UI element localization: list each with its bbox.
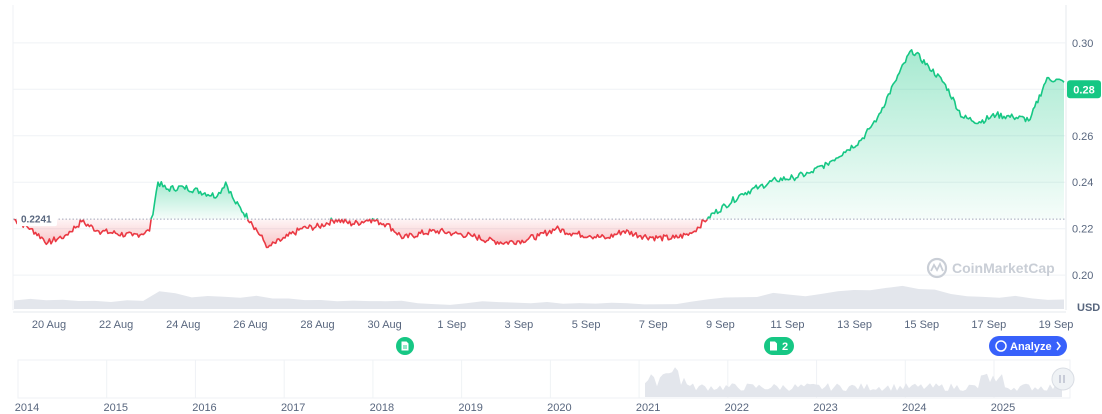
navigator-year: 2025: [991, 402, 1015, 414]
navigator-year: 2022: [725, 402, 749, 414]
analyze-icon: [995, 340, 1007, 352]
news-marker-bg[interactable]: [764, 337, 794, 355]
x-tick-label: 28 Aug: [300, 319, 334, 331]
analyze-button[interactable]: Analyze: [989, 336, 1067, 356]
coinmarketcap-logo-icon: [926, 257, 948, 279]
price-line-up: [371, 217, 374, 220]
navigator-year: 2015: [103, 402, 127, 414]
x-tick-label: 26 Aug: [233, 319, 267, 331]
x-tick-label: 9 Sep: [706, 319, 735, 331]
baseline-label-bg: [17, 212, 57, 227]
price-lines: [13, 49, 1065, 249]
x-tick-label: 24 Aug: [166, 319, 200, 331]
price-line-up: [706, 49, 1065, 220]
x-tick-label: 7 Sep: [639, 319, 668, 331]
area-below-baseline: [377, 219, 708, 245]
y-tick-label: 0.24: [1072, 177, 1093, 189]
navigator-history-area: [645, 367, 1062, 397]
price-line-up: [150, 181, 249, 220]
x-tick-label: 5 Sep: [572, 319, 601, 331]
y-axis-ticks: 0.30 0.28 0.26 0.24 0.22 0.20: [1072, 38, 1093, 282]
navigator-year: 2018: [370, 402, 394, 414]
area-below-baseline: [331, 219, 373, 226]
navigator[interactable]: 2014 2015 2016 2017 2018 2019 2020 2021 2022 2023…: [15, 359, 1075, 414]
coinmarketcap-logo-mark: [930, 261, 944, 272]
x-tick-label: 3 Sep: [505, 319, 534, 331]
news-marker-1[interactable]: [396, 337, 414, 355]
document-icon: [770, 341, 777, 351]
navigator-year: 2024: [902, 402, 926, 414]
volume-shape: [14, 285, 1064, 309]
y-axis-unit: USD: [1077, 302, 1100, 314]
chevron-right-icon: [1056, 341, 1061, 351]
navigator-year: 2014: [15, 402, 39, 414]
watermark-text: CoinMarketCap: [952, 260, 1055, 276]
analyze-label: Analyze: [1010, 341, 1052, 353]
volume-area: [14, 285, 1064, 309]
current-price-badge-bg: [1067, 80, 1101, 99]
x-tick-label: 11 Sep: [770, 319, 804, 331]
area-below-baseline: [247, 219, 331, 248]
y-tick-label: 0.30: [1072, 38, 1093, 50]
x-tick-label: 19 Sep: [1039, 319, 1074, 331]
x-tick-label: 13 Sep: [837, 319, 872, 331]
navigator-year: 2020: [547, 402, 571, 414]
x-tick-label: 22 Aug: [99, 319, 133, 331]
news-count: 2: [782, 341, 788, 353]
analyze-button-bg[interactable]: [989, 336, 1067, 356]
y-tick-label: 0.22: [1072, 224, 1093, 236]
baseline-label: 0.2241: [17, 212, 57, 227]
navigator-year: 2023: [813, 402, 837, 414]
coinmarketcap-watermark: CoinMarketCap: [926, 257, 1055, 279]
price-line-down: [376, 218, 709, 246]
price-fills: [14, 49, 1064, 248]
navigator-year: 2021: [636, 402, 660, 414]
x-tick-label: 17 Sep: [971, 319, 1006, 331]
price-line-down: [246, 219, 332, 249]
navigator-year: 2016: [192, 402, 216, 414]
navigator-handle[interactable]: [1051, 367, 1075, 391]
x-tick-label: 1 Sep: [437, 319, 466, 331]
baseline-value: 0.2241: [21, 215, 52, 226]
news-marker-2[interactable]: 2: [764, 337, 794, 355]
y-tick-label: 0.20: [1072, 270, 1093, 282]
y-tick-label: 0.26: [1072, 131, 1093, 143]
price-line-down: [331, 218, 374, 227]
area-above-baseline: [707, 49, 1064, 220]
x-tick-label: 15 Sep: [904, 319, 939, 331]
price-line-down: [13, 218, 152, 246]
navigator-year-labels: 2014 2015 2016 2017 2018 2019 2020 2021 2022 2023…: [15, 402, 1015, 414]
current-price-value: 0.28: [1073, 84, 1094, 96]
navigator-year: 2019: [458, 402, 482, 414]
price-line-down: [372, 218, 378, 222]
current-price-badge: 0.28: [1067, 80, 1101, 99]
navigator-year: 2017: [281, 402, 305, 414]
gridlines: [13, 42, 1066, 276]
x-tick-label: 20 Aug: [32, 319, 66, 331]
x-tick-label: 30 Aug: [368, 319, 402, 331]
x-axis-ticks: 20 Aug 22 Aug 24 Aug 26 Aug 28 Aug 30 Aug 1 Se…: [32, 319, 1074, 331]
